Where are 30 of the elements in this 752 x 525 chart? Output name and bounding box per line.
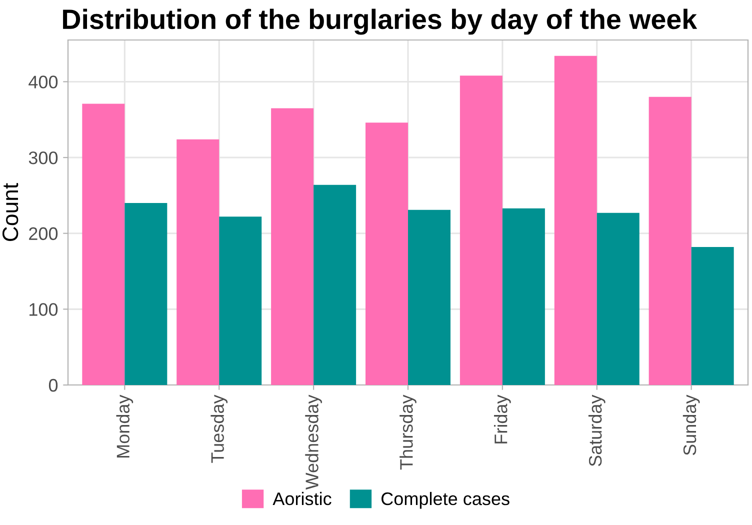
y-tick-label: 300 xyxy=(28,151,58,164)
y-tick-label: 0 xyxy=(48,378,58,392)
bar xyxy=(314,184,356,385)
x-tick-label: Thursday xyxy=(400,394,416,470)
bar xyxy=(82,104,125,385)
bar xyxy=(124,203,168,385)
bar xyxy=(219,216,262,385)
x-tick-label: Wednesday xyxy=(305,394,322,490)
bar xyxy=(271,108,314,385)
y-tick-label: 200 xyxy=(29,227,58,240)
bar xyxy=(691,247,734,385)
x-tick-label: Saturday xyxy=(588,394,606,466)
chart-title: Distribution of the burglaries by day of the week xyxy=(63,8,698,35)
y-axis-title: Count xyxy=(2,183,18,242)
bar xyxy=(176,139,220,385)
x-tick-label: Sunday xyxy=(682,394,700,456)
x-tick-label: Tuesday xyxy=(210,394,228,463)
bar xyxy=(502,208,545,385)
legend-label: Aoristic xyxy=(272,492,332,506)
x-tick-label: Monday xyxy=(116,394,134,458)
bar xyxy=(596,212,640,385)
bar xyxy=(408,210,450,385)
bar xyxy=(648,96,692,385)
x-tick-label: Friday xyxy=(494,394,511,444)
bar xyxy=(554,56,597,385)
bar xyxy=(366,122,408,385)
bar xyxy=(460,76,502,385)
y-tick-label: 400 xyxy=(28,76,58,88)
legend-label: Complete cases xyxy=(382,492,510,509)
y-tick-label: 100 xyxy=(30,303,58,316)
